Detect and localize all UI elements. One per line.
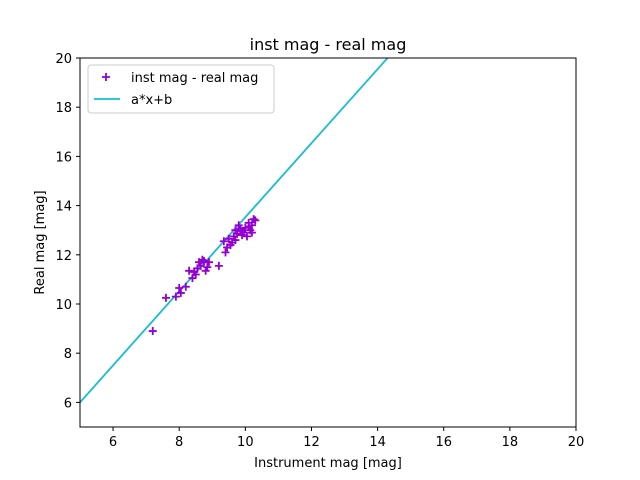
legend-marker-scatter [102, 73, 110, 81]
data-point [200, 256, 208, 265]
x-axis-title: Instrument mag [mag] [254, 456, 402, 471]
data-point [171, 292, 180, 301]
legend-box [87, 64, 275, 114]
y-tick-label: 18 [55, 101, 72, 116]
data-point [148, 327, 157, 336]
x-tick-label: 8 [175, 435, 183, 450]
y-tick-label: 6 [64, 396, 72, 411]
data-point [181, 282, 190, 291]
data-point [161, 293, 170, 302]
x-axis: 6 8 10 12 14 16 18 20 [109, 427, 584, 450]
y-axis: 6 8 10 12 14 16 18 20 [55, 52, 80, 411]
data-point [176, 288, 185, 297]
x-tick-label: 18 [502, 435, 519, 450]
data-point [198, 255, 207, 264]
data-point [247, 228, 256, 237]
y-tick-label: 14 [55, 200, 72, 215]
data-point [219, 237, 228, 246]
y-axis-title: Real mag [mag] [33, 190, 48, 294]
chart-title: inst mag - real mag [250, 35, 407, 54]
data-point [221, 248, 230, 257]
data-point [233, 229, 242, 238]
legend-label-line: a*x+b [131, 93, 172, 108]
x-tick-label: 20 [568, 435, 585, 450]
legend-label-scatter: inst mag - real mag [131, 71, 258, 86]
x-tick-label: 6 [109, 435, 117, 450]
y-tick-label: 16 [55, 150, 72, 165]
data-point [238, 227, 247, 236]
data-point [175, 284, 184, 293]
x-tick-label: 14 [369, 435, 386, 450]
data-point [191, 270, 200, 279]
data-point [214, 261, 223, 270]
data-point [234, 221, 243, 230]
x-tick-label: 16 [435, 435, 452, 450]
data-point [204, 258, 213, 267]
y-tick-label: 20 [55, 52, 72, 67]
data-point [249, 215, 258, 224]
y-tick-label: 10 [55, 298, 72, 313]
data-point [196, 261, 205, 270]
data-point [231, 236, 240, 245]
x-tick-label: 10 [237, 435, 254, 450]
data-point [242, 232, 251, 241]
data-point [185, 266, 194, 275]
data-point [244, 222, 253, 231]
plot-area [79, 57, 577, 428]
data-point [231, 226, 240, 235]
data-point [251, 216, 260, 225]
data-point [203, 263, 212, 272]
y-tick-label: 12 [55, 249, 72, 264]
plot-frame [79, 57, 577, 428]
legend: inst mag - real mag a*x+b [87, 64, 275, 114]
data-point [201, 266, 210, 275]
x-tick-label: 12 [303, 435, 320, 450]
data-layer [80, 58, 389, 403]
y-tick-label: 8 [64, 347, 72, 362]
